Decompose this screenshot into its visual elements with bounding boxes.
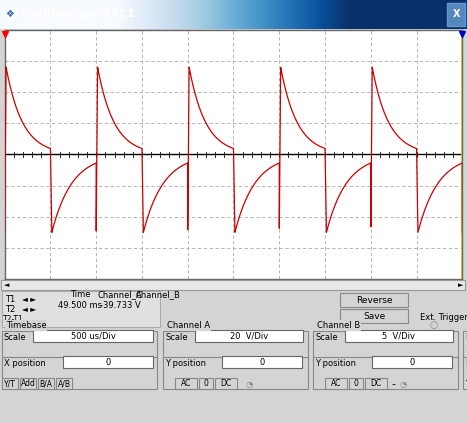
Text: DC: DC bbox=[370, 379, 382, 388]
FancyBboxPatch shape bbox=[175, 378, 197, 389]
FancyBboxPatch shape bbox=[345, 330, 453, 342]
Text: X: X bbox=[453, 9, 460, 19]
Text: Scale: Scale bbox=[315, 332, 338, 342]
Text: Oscilloscope-XSC1: Oscilloscope-XSC1 bbox=[21, 9, 135, 19]
FancyBboxPatch shape bbox=[365, 378, 387, 389]
Text: AC: AC bbox=[331, 379, 341, 388]
Text: Y position: Y position bbox=[165, 359, 206, 368]
Text: Scale: Scale bbox=[4, 332, 27, 342]
Text: 20  V/Div: 20 V/Div bbox=[230, 332, 268, 341]
Text: 5  V/Div: 5 V/Div bbox=[382, 332, 416, 341]
Text: A/B: A/B bbox=[57, 379, 71, 388]
FancyBboxPatch shape bbox=[38, 378, 54, 389]
FancyBboxPatch shape bbox=[2, 331, 157, 363]
Text: -39.733 V: -39.733 V bbox=[99, 301, 141, 310]
FancyBboxPatch shape bbox=[313, 357, 458, 389]
Text: 0: 0 bbox=[106, 357, 111, 367]
Text: 49.500 ms: 49.500 ms bbox=[58, 301, 102, 310]
Text: 0: 0 bbox=[259, 357, 265, 367]
Text: Channel_A: Channel_A bbox=[98, 290, 142, 299]
FancyBboxPatch shape bbox=[2, 357, 157, 389]
Text: ◄ ►: ◄ ► bbox=[22, 295, 36, 304]
Text: 0: 0 bbox=[410, 357, 415, 367]
FancyBboxPatch shape bbox=[163, 331, 308, 363]
FancyBboxPatch shape bbox=[463, 357, 467, 389]
FancyBboxPatch shape bbox=[2, 378, 18, 389]
Text: Timebase: Timebase bbox=[6, 321, 47, 330]
FancyBboxPatch shape bbox=[313, 331, 458, 363]
FancyBboxPatch shape bbox=[215, 378, 237, 389]
FancyBboxPatch shape bbox=[20, 378, 36, 389]
FancyBboxPatch shape bbox=[163, 357, 308, 389]
Text: 500 us/Div: 500 us/Div bbox=[71, 332, 115, 341]
Text: ○: ○ bbox=[430, 320, 439, 330]
Text: T1: T1 bbox=[5, 295, 15, 304]
Text: DC: DC bbox=[220, 379, 232, 388]
Text: ◔: ◔ bbox=[400, 379, 407, 389]
FancyBboxPatch shape bbox=[63, 356, 153, 368]
Text: Edge: Edge bbox=[465, 332, 467, 342]
Text: Scale: Scale bbox=[165, 332, 188, 342]
Text: 0: 0 bbox=[204, 379, 208, 388]
Text: T2-T1: T2-T1 bbox=[3, 315, 24, 324]
FancyBboxPatch shape bbox=[56, 378, 72, 389]
FancyBboxPatch shape bbox=[2, 291, 160, 327]
Text: ◄ ►: ◄ ► bbox=[22, 305, 36, 313]
FancyBboxPatch shape bbox=[447, 3, 465, 26]
FancyBboxPatch shape bbox=[340, 309, 408, 323]
FancyBboxPatch shape bbox=[33, 330, 153, 342]
FancyBboxPatch shape bbox=[463, 331, 467, 363]
Text: ►: ► bbox=[458, 282, 463, 288]
FancyBboxPatch shape bbox=[340, 293, 408, 307]
Text: Reverse: Reverse bbox=[356, 296, 392, 305]
FancyBboxPatch shape bbox=[372, 356, 452, 368]
Text: Level: Level bbox=[465, 359, 467, 368]
Text: AC: AC bbox=[181, 379, 191, 388]
FancyBboxPatch shape bbox=[325, 378, 347, 389]
Text: ❖: ❖ bbox=[6, 9, 14, 19]
Text: Channel A: Channel A bbox=[167, 321, 210, 330]
Text: Y/T: Y/T bbox=[4, 379, 16, 388]
Text: Time: Time bbox=[70, 290, 90, 299]
Text: Save: Save bbox=[363, 312, 385, 321]
FancyBboxPatch shape bbox=[222, 356, 302, 368]
Text: Channel_B: Channel_B bbox=[135, 290, 180, 299]
FancyBboxPatch shape bbox=[1, 280, 465, 290]
FancyBboxPatch shape bbox=[195, 330, 303, 342]
FancyBboxPatch shape bbox=[199, 378, 213, 389]
Text: X position: X position bbox=[4, 359, 46, 368]
Text: Channel B: Channel B bbox=[317, 321, 360, 330]
Text: Type: Type bbox=[465, 379, 467, 389]
Text: Y position: Y position bbox=[315, 359, 356, 368]
Text: B/A: B/A bbox=[40, 379, 52, 388]
FancyBboxPatch shape bbox=[349, 378, 363, 389]
Text: Ext. Trigger: Ext. Trigger bbox=[420, 313, 467, 321]
Text: ◔: ◔ bbox=[246, 379, 253, 389]
Text: ◄: ◄ bbox=[4, 282, 9, 288]
Text: Add: Add bbox=[21, 379, 35, 388]
Text: 0: 0 bbox=[354, 379, 359, 388]
Text: -: - bbox=[391, 379, 395, 389]
Text: T2: T2 bbox=[5, 305, 15, 313]
